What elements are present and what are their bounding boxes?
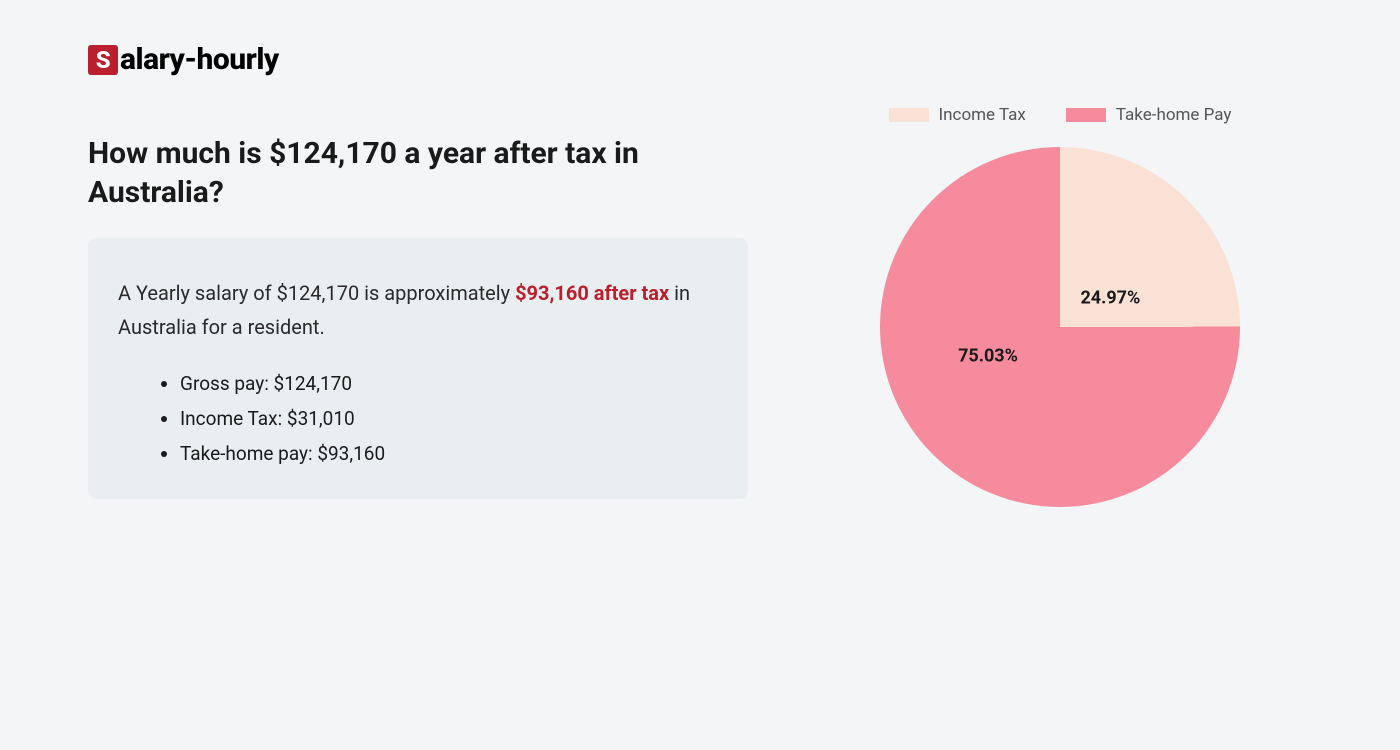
legend-take-home: Take-home Pay bbox=[1066, 105, 1232, 125]
bullet-tax: Income Tax: $31,010 bbox=[180, 401, 718, 436]
slice-label-take-home: 75.03% bbox=[958, 345, 1018, 366]
swatch-take-home bbox=[1066, 108, 1106, 122]
summary-sentence: A Yearly salary of $124,170 is approxima… bbox=[118, 276, 718, 344]
legend-label-income-tax: Income Tax bbox=[939, 105, 1026, 125]
legend-label-take-home: Take-home Pay bbox=[1116, 105, 1232, 125]
bullet-gross: Gross pay: $124,170 bbox=[180, 366, 718, 401]
legend-income-tax: Income Tax bbox=[889, 105, 1026, 125]
logo: Salary-hourly bbox=[88, 42, 279, 77]
logo-text: alary-hourly bbox=[120, 42, 279, 77]
summary-pre: A Yearly salary of $124,170 is approxima… bbox=[118, 281, 515, 305]
summary-bullets: Gross pay: $124,170 Income Tax: $31,010 … bbox=[180, 366, 718, 471]
chart-legend: Income Tax Take-home Pay bbox=[820, 105, 1300, 125]
page-title: How much is $124,170 a year after tax in… bbox=[88, 134, 728, 212]
swatch-income-tax bbox=[889, 108, 929, 122]
summary-highlight: $93,160 after tax bbox=[515, 281, 669, 305]
summary-box: A Yearly salary of $124,170 is approxima… bbox=[88, 238, 748, 499]
bullet-takehome: Take-home pay: $93,160 bbox=[180, 436, 718, 471]
pie-chart: Income Tax Take-home Pay 24.97% 75.03% bbox=[820, 105, 1300, 507]
logo-badge: S bbox=[88, 45, 118, 75]
slice-label-income-tax: 24.97% bbox=[1080, 288, 1140, 309]
pie: 24.97% 75.03% bbox=[880, 147, 1240, 507]
